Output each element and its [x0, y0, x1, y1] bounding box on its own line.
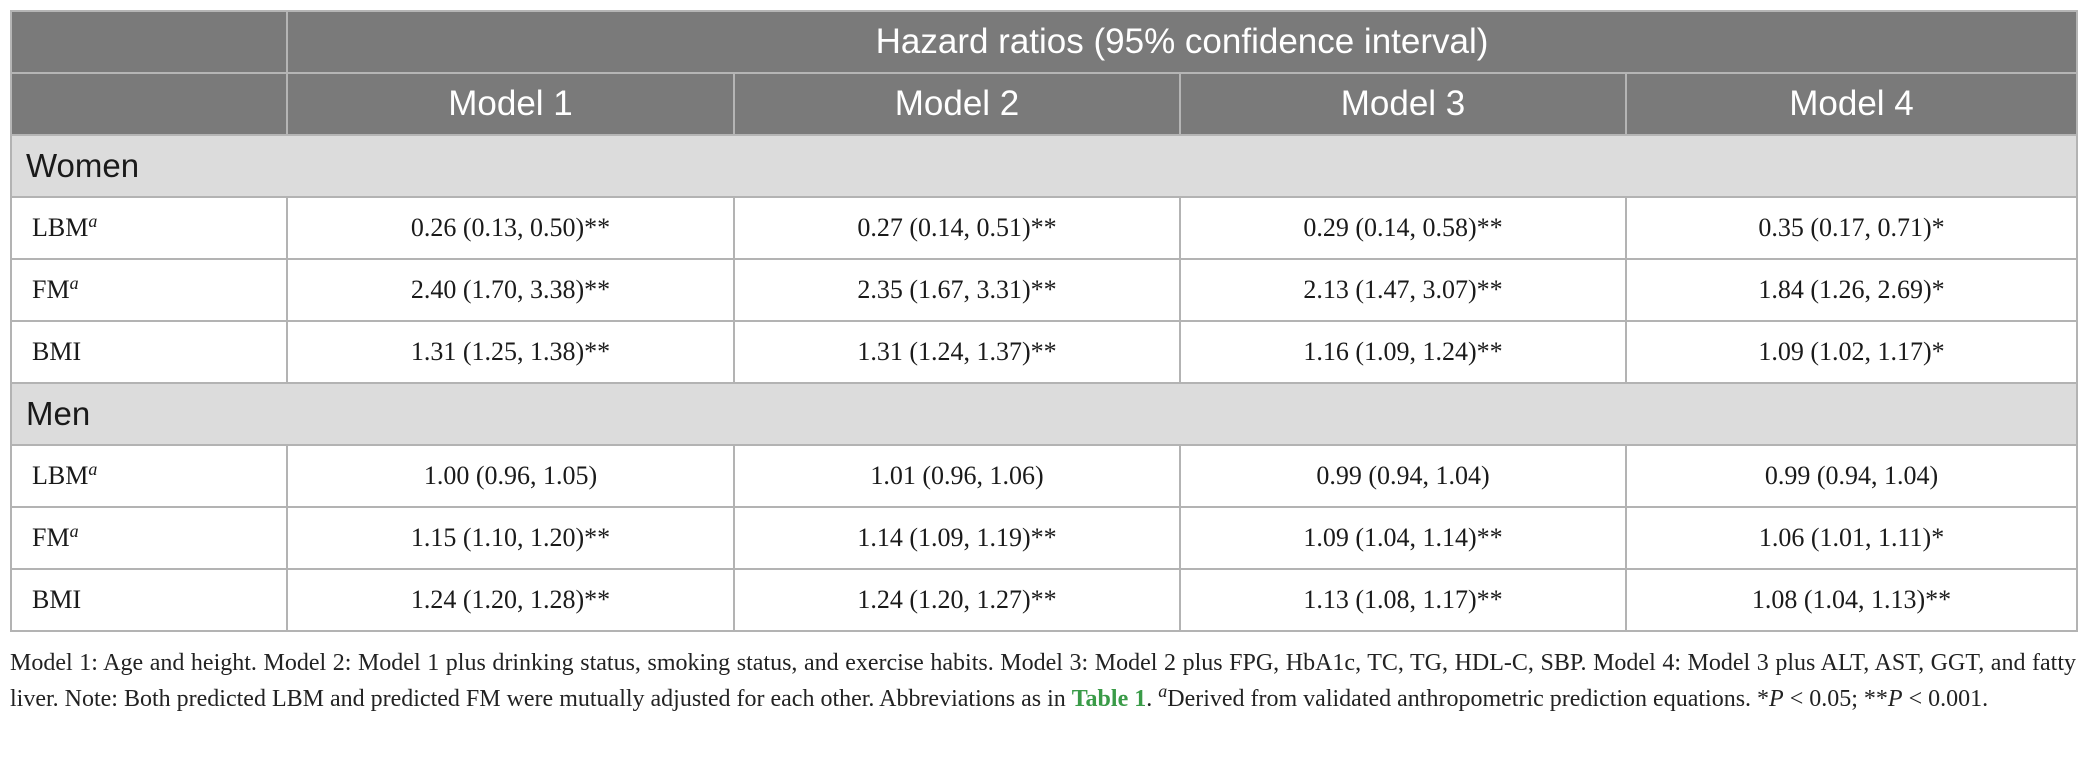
table-cell: 1.00 (0.96, 1.05): [286, 444, 735, 508]
table-cell: 2.13 (1.47, 3.07)**: [1179, 258, 1627, 322]
model-header: Model 3: [1179, 72, 1627, 136]
table-row: LBMa 1.00 (0.96, 1.05) 1.01 (0.96, 1.06)…: [10, 444, 2079, 508]
table-footnote: Model 1: Age and height. Model 2: Model …: [10, 650, 2076, 712]
model-header: Model 1: [286, 72, 735, 136]
table-cell: 2.35 (1.67, 3.31)**: [733, 258, 1181, 322]
table-cell: 1.24 (1.20, 1.27)**: [733, 568, 1181, 632]
section-row-women: Women: [9, 134, 2079, 198]
row-label: FMa: [10, 506, 288, 570]
table-cell: 1.13 (1.08, 1.17)**: [1179, 568, 1627, 632]
hazard-ratios-table: Hazard ratios (95% confidence interval) …: [9, 10, 2079, 632]
section-label: Men: [9, 382, 2079, 446]
table-cell: 0.99 (0.94, 1.04): [1624, 444, 2079, 508]
table-row: FMa 1.15 (1.10, 1.20)** 1.14 (1.09, 1.19…: [10, 506, 2079, 570]
table-1-link[interactable]: Table 1: [1071, 686, 1147, 712]
table-cell: 1.08 (1.04, 1.13)**: [1624, 568, 2079, 632]
footnote-marker: a: [88, 459, 98, 479]
table-cell: 0.29 (0.14, 0.58)**: [1179, 196, 1627, 260]
table-cell: 0.35 (0.17, 0.71)*: [1624, 196, 2079, 260]
table-cell: 1.14 (1.09, 1.19)**: [733, 506, 1181, 570]
table-cell: 0.27 (0.14, 0.51)**: [733, 196, 1181, 260]
table-row: BMI 1.31 (1.25, 1.38)** 1.31 (1.24, 1.37…: [10, 320, 2079, 384]
table-row: LBMa 0.26 (0.13, 0.50)** 0.27 (0.14, 0.5…: [10, 196, 2079, 260]
group-header-row: Hazard ratios (95% confidence interval): [10, 10, 2079, 74]
table-cell: 1.16 (1.09, 1.24)**: [1179, 320, 1627, 384]
corner-cell: [10, 10, 288, 74]
table-cell: 1.15 (1.10, 1.20)**: [286, 506, 735, 570]
table-row: BMI 1.24 (1.20, 1.28)** 1.24 (1.20, 1.27…: [10, 568, 2079, 632]
corner-cell-2: [10, 72, 288, 136]
table-row: FMa 2.40 (1.70, 3.38)** 2.35 (1.67, 3.31…: [10, 258, 2079, 322]
table-cell: 1.09 (1.04, 1.14)**: [1179, 506, 1627, 570]
table-cell: 0.26 (0.13, 0.50)**: [286, 196, 735, 260]
table-cell: 1.06 (1.01, 1.11)*: [1624, 506, 2079, 570]
section-row-men: Men: [9, 382, 2079, 446]
footnote-marker: a: [1158, 681, 1168, 701]
table-cell: 1.01 (0.96, 1.06): [733, 444, 1181, 508]
table-cell: 1.31 (1.24, 1.37)**: [733, 320, 1181, 384]
model-header-row: Model 1 Model 2 Model 3 Model 4: [10, 72, 2079, 136]
table-cell: 2.40 (1.70, 3.38)**: [286, 258, 735, 322]
group-header: Hazard ratios (95% confidence interval): [285, 10, 2079, 74]
row-label: LBMa: [10, 444, 288, 508]
table-cell: 1.31 (1.25, 1.38)**: [286, 320, 735, 384]
table-cell: 1.24 (1.20, 1.28)**: [286, 568, 735, 632]
row-label: LBMa: [10, 196, 288, 260]
table-cell: 0.99 (0.94, 1.04): [1179, 444, 1627, 508]
footnote-marker: a: [69, 521, 79, 541]
table-cell: 1.09 (1.02, 1.17)*: [1624, 320, 2079, 384]
table-cell: 1.84 (1.26, 2.69)*: [1624, 258, 2079, 322]
model-header: Model 2: [733, 72, 1181, 136]
section-label: Women: [9, 134, 2079, 198]
footnote-marker: a: [69, 273, 79, 293]
row-label: BMI: [10, 320, 288, 384]
model-header: Model 4: [1624, 72, 2079, 136]
footnote-marker: a: [88, 211, 98, 231]
row-label: BMI: [10, 568, 288, 632]
row-label: FMa: [10, 258, 288, 322]
